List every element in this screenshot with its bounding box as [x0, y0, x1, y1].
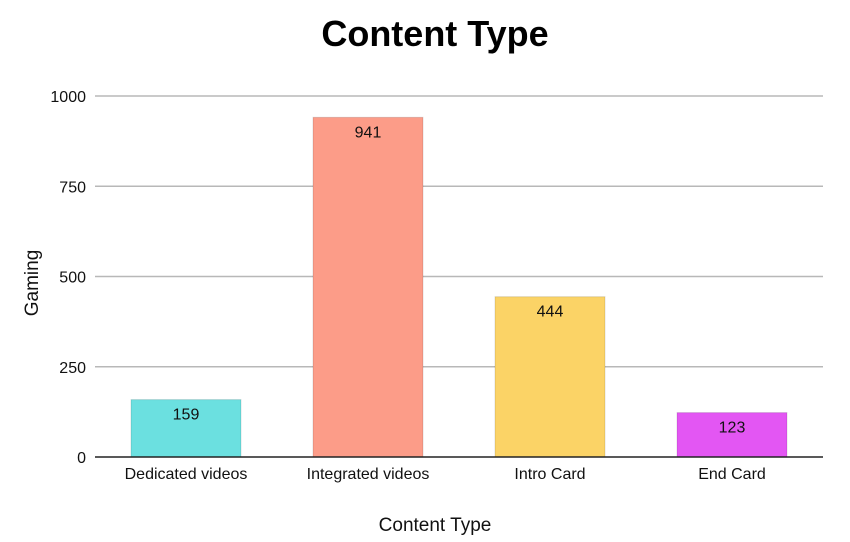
chart-title: Content Type — [321, 13, 548, 54]
data-label: 941 — [355, 124, 382, 141]
data-label: 123 — [719, 420, 746, 437]
bar — [494, 296, 606, 458]
y-tick-label: 250 — [59, 360, 86, 377]
y-tick-label: 500 — [59, 270, 86, 287]
y-tick-label: 750 — [59, 179, 86, 196]
y-tick-label: 1000 — [50, 89, 86, 106]
y-axis-ticks: 0 250 500 750 1000 — [50, 89, 86, 467]
x-category-label: End Card — [698, 466, 766, 483]
y-tick-label: 0 — [77, 450, 86, 467]
x-category-label: Dedicated videos — [125, 466, 248, 483]
y-axis-title: Gaming — [22, 250, 43, 317]
bars — [130, 116, 788, 458]
data-label: 159 — [173, 407, 200, 424]
x-category-label: Intro Card — [514, 466, 585, 483]
bar — [130, 399, 242, 458]
bar — [312, 116, 424, 458]
x-category-label: Integrated videos — [307, 466, 430, 483]
data-label: 444 — [537, 304, 564, 321]
gridlines — [95, 95, 823, 368]
data-labels: 159 941 444 123 — [173, 124, 746, 436]
x-axis-title: Content Type — [379, 515, 492, 536]
x-axis-categories: Dedicated videos Integrated videos Intro C… — [125, 466, 766, 483]
